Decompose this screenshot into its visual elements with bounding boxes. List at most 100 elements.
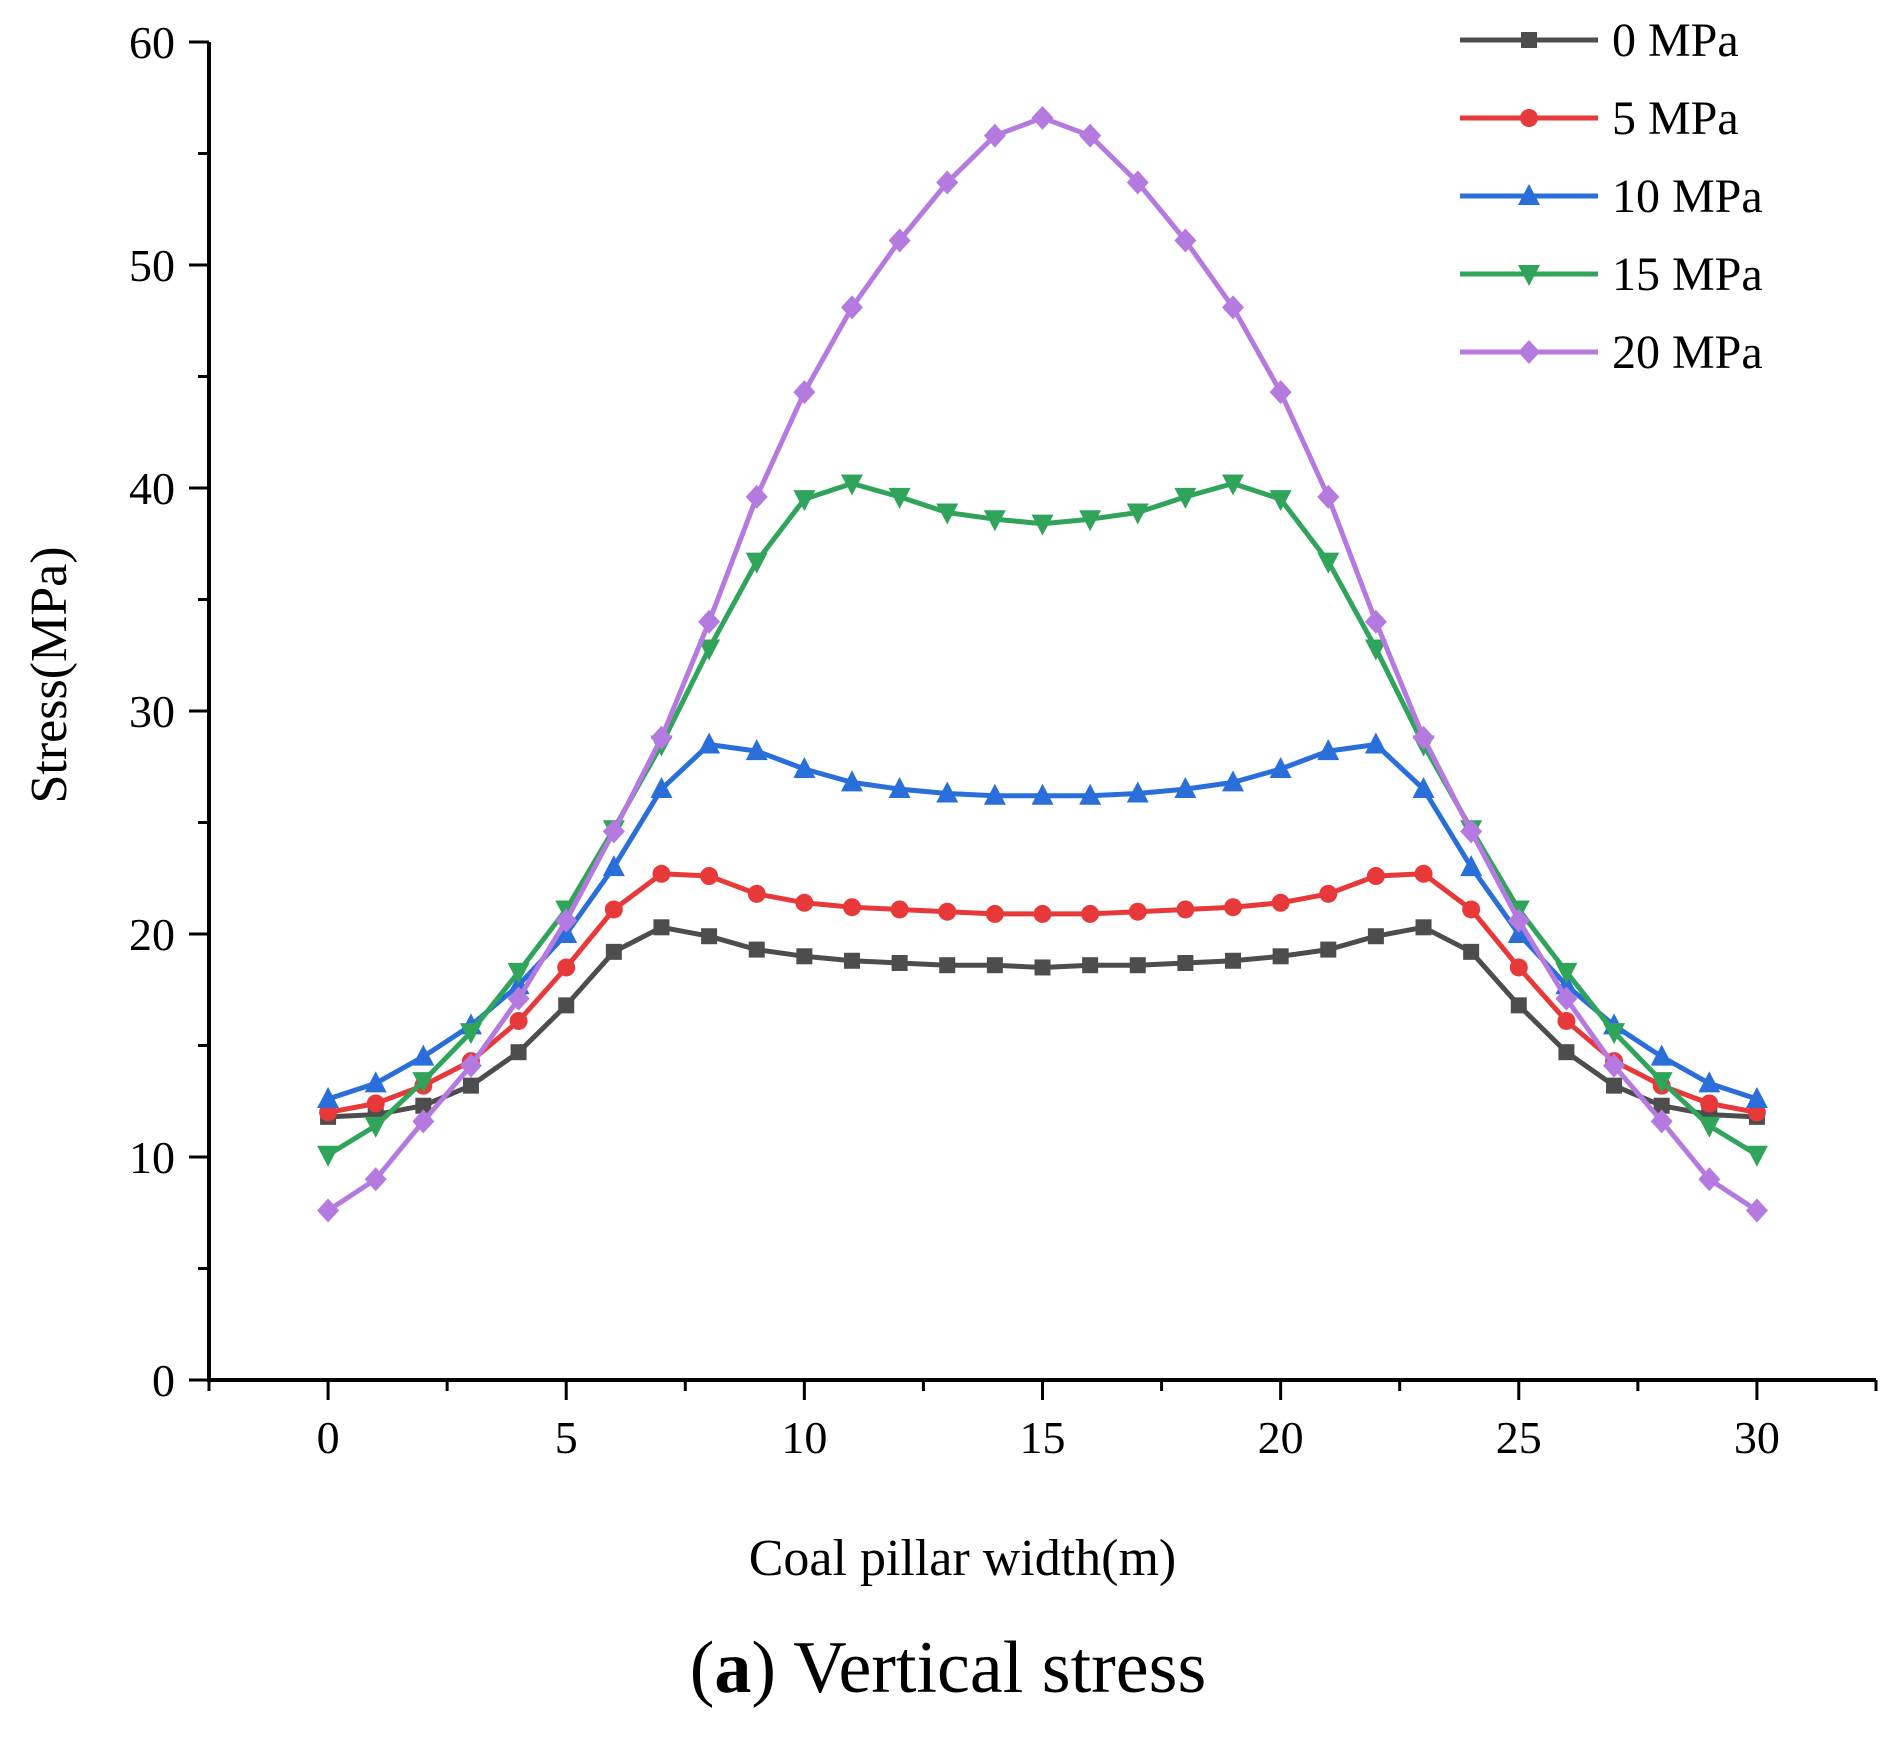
data-point	[1364, 732, 1387, 754]
x-axis-ticks: 0 5 10 15 20 25 30	[207, 1380, 1878, 1463]
y-tick-label: 0	[152, 1355, 175, 1406]
data-point	[840, 295, 863, 320]
legend-item: 10 MPa	[1460, 170, 1763, 223]
legend-label: 5 MPa	[1612, 92, 1739, 145]
data-point	[1555, 962, 1578, 984]
figure-caption: (a) Vertical stress	[690, 1627, 1207, 1709]
data-point	[1176, 900, 1195, 919]
y-tick-label: 10	[129, 1132, 175, 1183]
data-point	[1129, 957, 1146, 974]
x-tick-label: 25	[1496, 1412, 1542, 1463]
y-axis-title: Stress(MPa)	[21, 546, 78, 803]
data-point	[1174, 487, 1197, 509]
data-point	[602, 819, 625, 844]
legend-item: 15 MPa	[1460, 248, 1763, 301]
data-point	[1081, 904, 1100, 923]
y-tick-label: 60	[129, 17, 175, 68]
data-point	[1462, 900, 1481, 919]
data-point	[1034, 959, 1051, 976]
series-0-mpa	[320, 919, 1765, 1125]
data-point	[1174, 777, 1197, 799]
data-point	[936, 503, 959, 525]
series-layer	[317, 105, 1768, 1223]
legend-marker	[1518, 340, 1540, 364]
series-15-mpa	[317, 474, 1768, 1167]
data-point	[1463, 943, 1480, 960]
data-point	[745, 484, 768, 509]
caption-open-paren: (	[690, 1627, 715, 1709]
data-point	[983, 510, 1006, 532]
data-point	[1364, 639, 1387, 661]
data-point	[1271, 893, 1290, 912]
legend-marker	[1521, 32, 1537, 48]
data-point	[1412, 725, 1435, 750]
y-axis-ticks: 0 10 20 30 40 50 60	[129, 17, 209, 1406]
data-point	[1650, 1044, 1673, 1066]
data-point	[748, 941, 765, 958]
data-point	[412, 1072, 435, 1094]
legend-item: 0 MPa	[1460, 14, 1739, 67]
data-point	[1319, 884, 1338, 903]
data-point	[1698, 1167, 1721, 1192]
data-point	[1700, 1094, 1719, 1113]
data-point	[1079, 510, 1102, 532]
legend-label: 15 MPa	[1612, 248, 1763, 301]
data-point	[1225, 952, 1242, 969]
y-tick-label: 50	[129, 240, 175, 291]
data-point	[1269, 756, 1292, 778]
y-tick-label: 30	[129, 686, 175, 737]
data-point	[700, 867, 719, 886]
data-point	[1317, 484, 1340, 509]
data-point	[793, 380, 816, 405]
data-point	[459, 1023, 482, 1045]
x-tick-label: 15	[1020, 1412, 1066, 1463]
data-point	[415, 1097, 432, 1114]
data-point	[1126, 170, 1149, 195]
data-point	[985, 904, 1004, 923]
data-point	[1745, 1087, 1768, 1109]
data-point	[1745, 1145, 1768, 1167]
data-point	[1317, 739, 1340, 761]
data-point	[939, 957, 956, 974]
data-point	[1650, 1109, 1673, 1134]
data-point	[1128, 902, 1147, 921]
legend-marker	[1518, 265, 1540, 286]
caption-letter: a	[714, 1627, 751, 1709]
data-point	[412, 1109, 435, 1134]
data-point	[366, 1094, 385, 1113]
data-point	[1367, 928, 1384, 945]
data-point	[1177, 954, 1194, 971]
legend-label: 10 MPa	[1612, 170, 1763, 223]
data-point	[364, 1116, 387, 1138]
data-point	[983, 783, 1006, 805]
data-point	[1082, 957, 1099, 974]
legend-marker	[1518, 184, 1540, 205]
data-point	[317, 1198, 340, 1223]
data-point	[1606, 1077, 1623, 1094]
series-line	[325, 115, 1760, 1213]
data-point	[1269, 490, 1292, 512]
data-point	[1510, 997, 1527, 1014]
y-tick-label: 40	[129, 463, 175, 514]
data-point	[1558, 1044, 1575, 1061]
data-point	[459, 1053, 482, 1078]
data-point	[936, 170, 959, 195]
caption-text: Vertical stress	[776, 1627, 1206, 1709]
data-point	[605, 943, 622, 960]
data-point	[1126, 781, 1149, 803]
data-point	[793, 756, 816, 778]
data-point	[796, 948, 813, 965]
axes-layer: 0 5 10 15 20 25 30 0 10 20 30 40 50 60	[129, 17, 1878, 1463]
legend-marker	[1520, 109, 1538, 127]
data-point	[795, 893, 814, 912]
data-point	[1031, 105, 1054, 130]
data-point	[1222, 474, 1245, 496]
data-point	[1222, 770, 1245, 792]
data-point	[1222, 295, 1245, 320]
x-tick-label: 20	[1258, 1412, 1304, 1463]
data-point	[1460, 819, 1483, 844]
data-point	[1079, 783, 1102, 805]
data-point	[986, 957, 1003, 974]
data-point	[890, 900, 909, 919]
